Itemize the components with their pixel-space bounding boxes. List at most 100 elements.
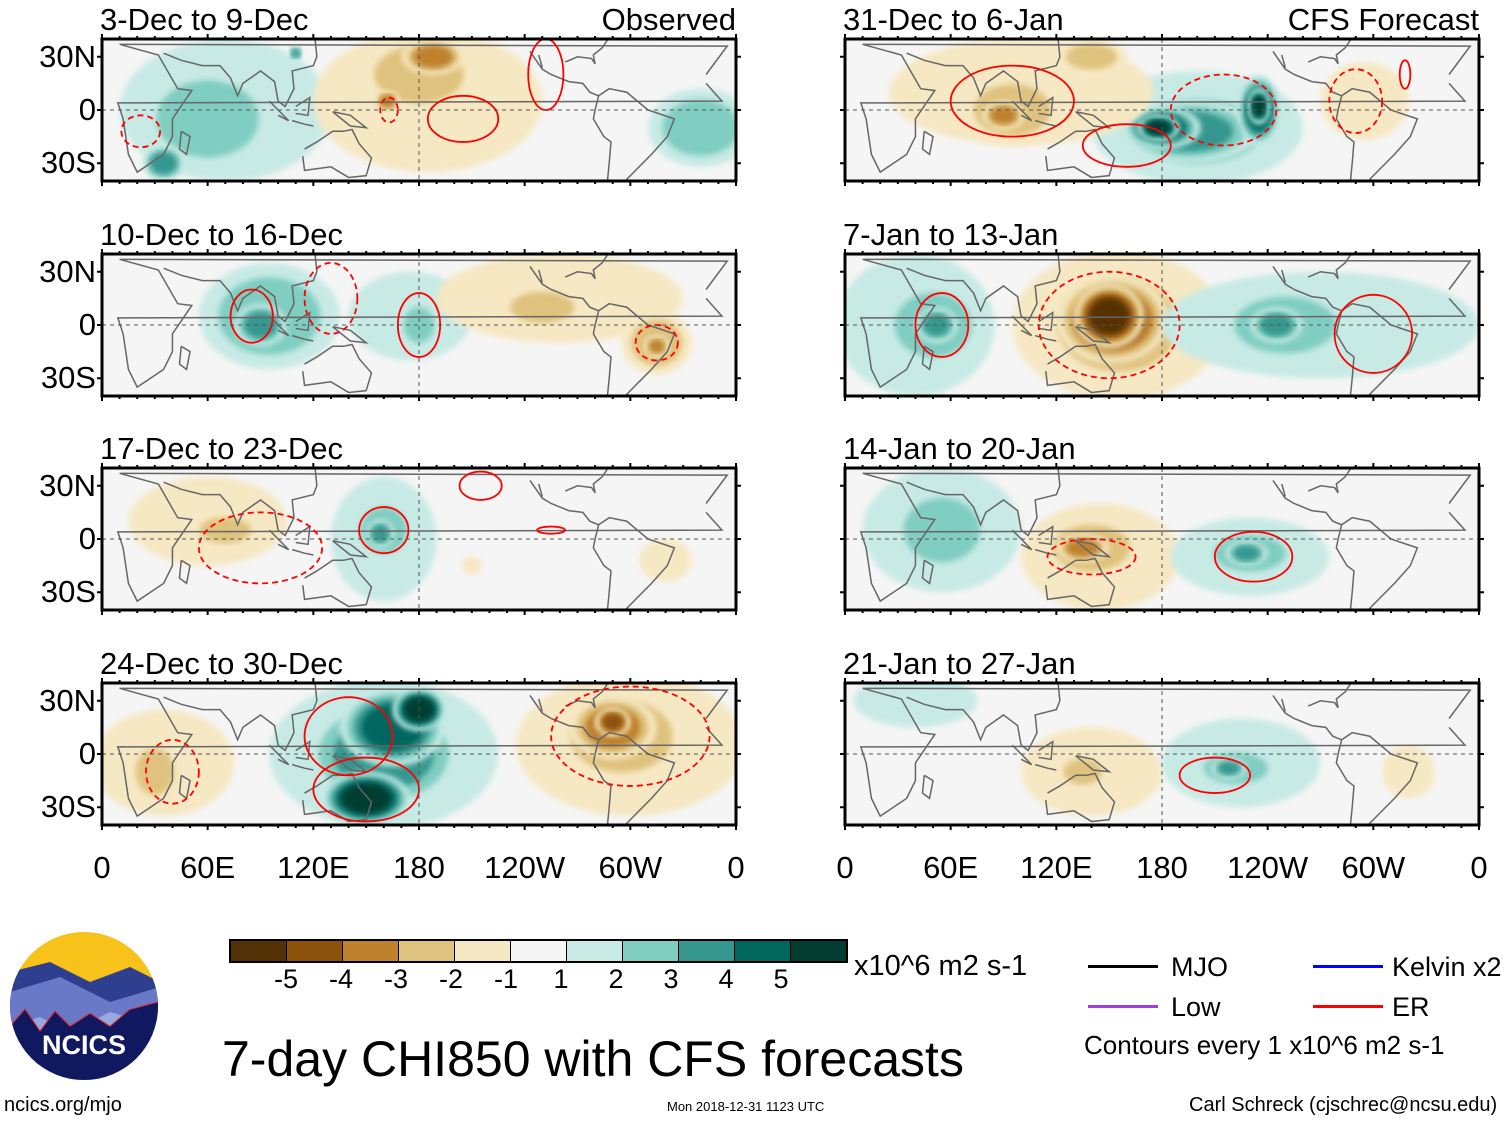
coastline [268,744,290,766]
anomaly-shading [1217,761,1241,775]
anomaly-shading [1063,758,1102,785]
anomaly-shading [648,339,665,354]
coastline [1075,326,1112,344]
coastline [1045,343,1116,394]
coastline [1034,763,1057,771]
coastline [906,468,1061,537]
coastline [1075,111,1112,129]
er-contour [1081,123,1172,168]
er-contour [303,261,359,335]
lon-label: 60W [598,850,663,885]
coastline [529,479,612,610]
anomaly-shading [602,713,624,731]
coastline [291,334,314,342]
anomaly-shading [1382,745,1435,799]
coastline [859,472,1472,603]
colorbar-tick-label: 4 [718,964,734,994]
coastline [178,130,191,156]
coastline [332,540,369,558]
coastline [1307,254,1352,280]
er-contour [1328,68,1384,134]
coastline [302,128,373,179]
coastline [1038,96,1054,117]
coastline [1075,755,1112,773]
coastline [1281,54,1286,68]
coastline [163,254,318,323]
colorbar-tick-label: 3 [663,964,679,994]
anomaly-shading [135,748,174,795]
coastline [268,100,290,122]
panel-title: 31-Dec to 6-Jan [843,2,1064,37]
lat-label: 30N [39,682,96,718]
anomaly-shading [662,99,736,157]
coastline [1341,516,1419,610]
coastline [1272,50,1355,181]
coastline [921,559,934,585]
legend-low-line [1088,1005,1158,1008]
coastline [1038,311,1054,332]
coastline [1281,269,1286,283]
legend-mjo-line [1088,965,1158,968]
lon-label: 0 [93,850,111,885]
coastline [598,516,676,610]
coastline [1034,334,1057,342]
panel-title: 17-Dec to 23-Dec [100,431,343,466]
er-contour [1398,59,1412,90]
colorbar-tick-label: -1 [493,964,519,994]
colorbar-tick-label: -4 [328,964,354,994]
coastline [116,687,729,818]
legend-mjo-label: MJO [1171,952,1228,982]
lon-label: 120W [1227,850,1309,885]
coastline [295,740,311,761]
anomaly-shading [371,524,390,543]
lon-label: 120W [484,850,566,885]
anomaly-shading [156,80,259,158]
anomaly-shading [403,306,435,344]
coastline [178,559,191,585]
colorbar-tick-label: 1 [553,964,569,994]
colorbar-tick-label: 2 [608,964,624,994]
lon-label: 0 [727,850,745,885]
er-contour [1213,531,1294,583]
panel-title: 21-Jan to 27-Jan [843,646,1076,681]
anomaly-shading [510,291,575,323]
er-contour [145,738,200,805]
coastline [1341,87,1419,181]
coastline [178,345,191,371]
anomaly-shading [1259,313,1294,337]
coastline [538,483,543,497]
anomaly-shading [1233,545,1260,562]
colorbar-swatch [567,941,623,961]
coastline [859,43,1472,174]
er-contour [379,96,399,124]
lat-label: 30S [40,574,96,610]
figure-title: 7-day CHI850 with CFS forecasts [222,1031,964,1087]
coastline [1011,100,1033,122]
lat-label: 30N [39,253,96,289]
panel-title: 7-Jan to 13-Jan [843,217,1059,252]
panel-title: 10-Dec to 16-Dec [100,217,343,252]
site-link[interactable]: ncics.org/mjo [4,1094,122,1116]
coastline [116,258,729,389]
anomaly-shading [639,539,692,582]
coastline [163,468,318,537]
anomaly-shading [461,556,483,575]
units-label: x10^6 m2 s-1 [854,950,1028,982]
coastline [564,683,609,709]
timestamp: Mon 2018-12-31 1123 UTC [667,1099,825,1114]
coastline [1011,744,1033,766]
coastline [268,529,290,551]
panel-title: 14-Jan to 20-Jan [843,431,1076,466]
legend-kelvin-label: Kelvin x2 [1392,952,1502,982]
coastline [564,39,609,65]
er-contour [229,288,274,344]
er-contour [197,511,324,585]
map-panel [840,463,1484,615]
coastline [1281,483,1286,497]
coastline [1034,119,1057,127]
colorbar-tick-label: -5 [273,964,299,994]
author: Carl Schreck (cjschrec@ncsu.edu) [1189,1094,1498,1116]
er-contour [458,470,503,501]
er-contour [358,506,410,555]
coastline [116,43,729,174]
